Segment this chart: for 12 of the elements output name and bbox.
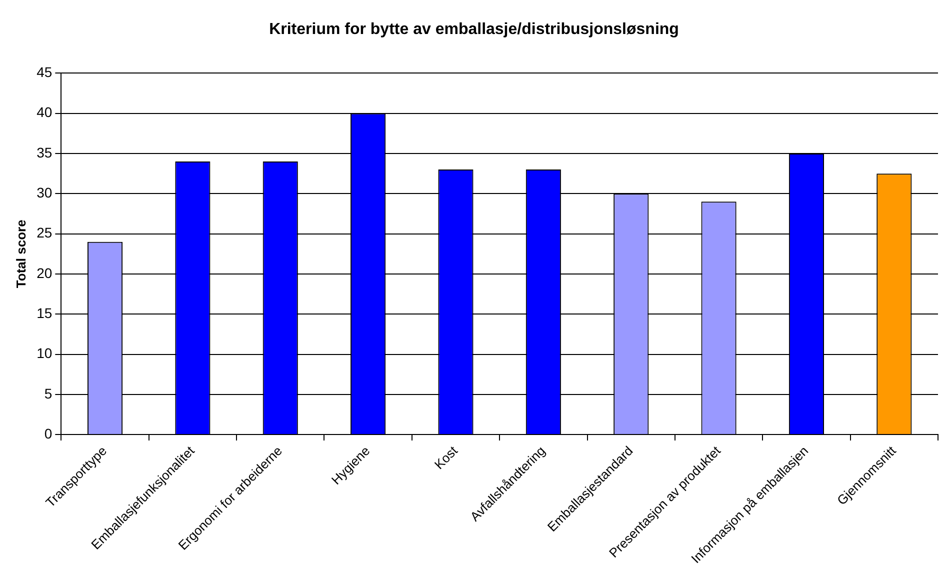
y-tick-label: 30 [36, 184, 52, 201]
chart-title: Kriterium for bytte av emballasje/distribusjonsløsning [269, 21, 679, 38]
y-tick-label: 40 [36, 104, 52, 120]
y-tick-label: 10 [36, 345, 52, 362]
y-tick-label: 25 [36, 224, 52, 241]
y-axis-title: Total score [13, 220, 28, 288]
y-tick-label: 0 [44, 425, 52, 442]
y-tick-label: 15 [36, 304, 52, 321]
y-tick-label: 45 [36, 64, 52, 80]
y-tick-label: 35 [36, 144, 52, 160]
y-tick-label: 20 [36, 264, 52, 281]
y-tick-label: 5 [44, 385, 52, 402]
